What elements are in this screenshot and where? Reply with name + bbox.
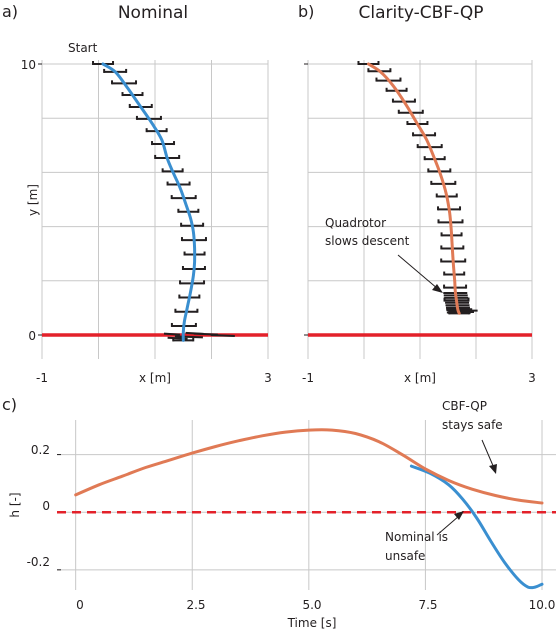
crash-marker	[174, 335, 203, 339]
nominal-annotation-arrowhead	[454, 511, 464, 520]
cbf-annotation-arrowhead	[489, 464, 497, 474]
safety-function-plot	[57, 420, 556, 590]
chart-b-title: Clarity-CBF-QP	[359, 3, 484, 23]
cbf-annotation-arrow-line	[481, 439, 495, 469]
annotation-arrowhead	[432, 284, 443, 293]
b-xlabel: x [m]	[404, 371, 436, 385]
a-xtick-min: -1	[36, 371, 48, 385]
c-xtick-0: 0	[76, 598, 84, 612]
cbf-h-line	[74, 428, 544, 505]
crash-marker	[163, 332, 181, 336]
c-xtick-7.5: 7.5	[418, 598, 437, 612]
a-ytick-10: 10	[21, 58, 36, 72]
b-xtick-max: 3	[528, 371, 536, 385]
c-xtick-10.0: 10.0	[529, 598, 556, 612]
c-ytick-neg0.2: -0.2	[27, 555, 50, 569]
panel-label-b: b)	[298, 2, 314, 21]
crash-marker	[185, 331, 204, 335]
annotation-arrow-line	[397, 254, 439, 290]
slows-descent-annotation-line2: slows descent	[325, 234, 410, 248]
nominal-h-line	[409, 464, 544, 590]
chart-a-title: Nominal	[118, 3, 188, 23]
c-ytick-0: 0	[42, 499, 50, 513]
nominal-unsafe-annotation-line2: unsafe	[385, 549, 425, 563]
panel-label-c: c)	[2, 395, 17, 414]
nominal-unsafe-annotation-line1: Nominal is	[385, 530, 448, 544]
c-ylabel: h [-]	[8, 492, 22, 517]
b-xtick-min: -1	[302, 371, 314, 385]
c-ytick-0.2: 0.2	[31, 443, 50, 457]
a-ylabel: y [m]	[26, 184, 40, 216]
a-xtick-max: 3	[264, 371, 272, 385]
crash-marker	[210, 334, 235, 337]
start-annotation: Start	[68, 41, 98, 55]
a-ytick-0: 0	[28, 329, 36, 343]
trajectory-plot-cbf	[304, 60, 533, 359]
cbf-safe-annotation-line1: CBF-QP	[442, 399, 487, 413]
slows-descent-annotation-line1: Quadrotor	[325, 216, 386, 230]
trajectory-plot-nominal	[38, 60, 269, 359]
c-xlabel: Time [s]	[287, 616, 337, 630]
trajectory-line	[367, 62, 461, 315]
panel-label-a: a)	[2, 2, 18, 21]
c-xtick-2.5: 2.5	[186, 598, 205, 612]
cbf-safe-annotation-line2: stays safe	[442, 418, 503, 432]
trajectory-line	[101, 62, 197, 342]
c-xtick-5.0: 5.0	[302, 598, 321, 612]
a-xlabel: x [m]	[139, 371, 171, 385]
nominal-annotation-arrow-line	[436, 515, 460, 536]
